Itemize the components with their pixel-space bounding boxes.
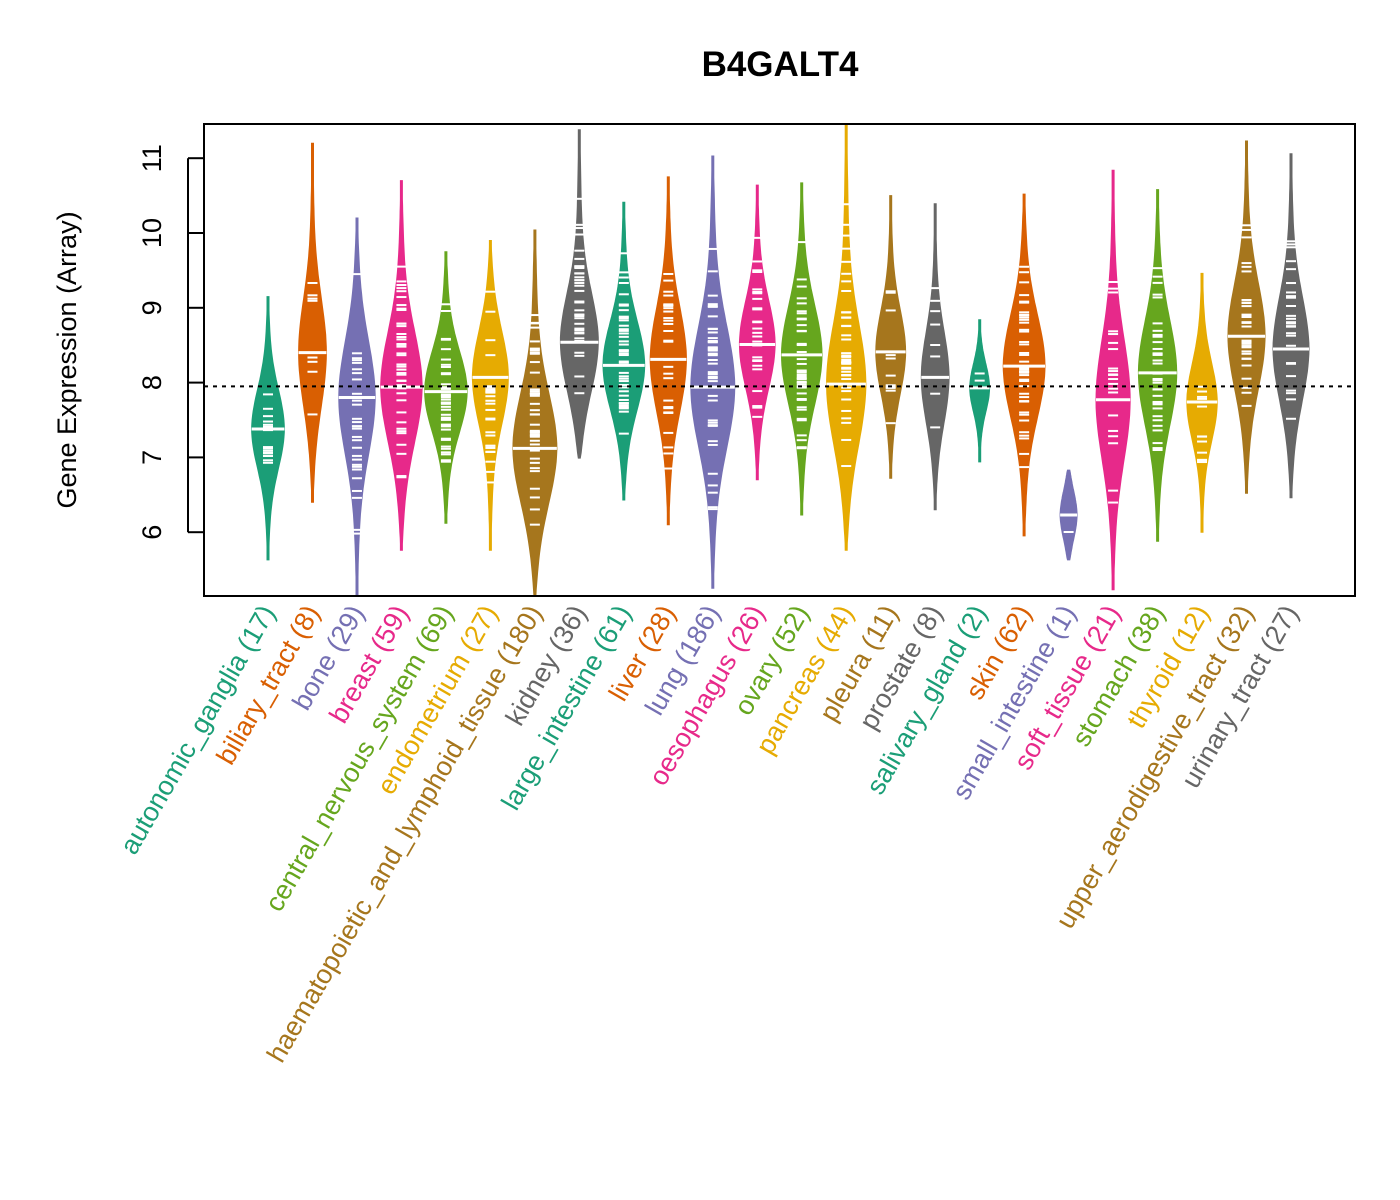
violin-central-nervous-system: [424, 251, 468, 524]
violin-prostate: [920, 203, 950, 511]
violin-liver: [649, 176, 687, 526]
violin-upper-aerodigestive-tract: [1227, 140, 1266, 494]
violin-stomach: [1137, 189, 1178, 542]
y-axis: 6 7 8 9 10 11: [137, 144, 204, 540]
y-tick-label: 9: [137, 300, 167, 315]
violin-body: [559, 129, 599, 459]
violin-kidney: [559, 129, 599, 459]
violin-large-intestine: [602, 201, 646, 501]
y-tick-label: 7: [137, 450, 167, 465]
violin-skin: [1002, 193, 1046, 537]
y-tick-label: 8: [137, 375, 167, 390]
violin-ovary: [780, 182, 823, 516]
violin-body: [969, 319, 991, 463]
violin-oesophagus: [738, 184, 776, 481]
y-axis-label: Gene Expression (Array): [52, 211, 82, 508]
violin-pancreas: [826, 123, 867, 551]
y-tick-label: 11: [137, 144, 167, 172]
violin-autonomic-ganglia: [251, 296, 285, 561]
violin-body: [298, 142, 327, 503]
violins: [251, 123, 1310, 597]
violin-breast: [380, 180, 423, 551]
violin-bone: [338, 217, 376, 597]
violin-body: [780, 182, 823, 516]
violin-body: [1137, 189, 1178, 542]
chart-title: B4GALT4: [702, 45, 859, 84]
violin-thyroid: [1186, 272, 1218, 533]
violin-urinary-tract: [1272, 153, 1310, 499]
y-tick-label: 10: [137, 218, 167, 248]
plot-frame: [203, 123, 1356, 597]
violin-body: [512, 229, 558, 597]
violin-haematopoietic-and-lymphoid-tissue: [512, 229, 558, 597]
violin-body: [649, 176, 687, 526]
violin-biliary-tract: [298, 142, 327, 503]
violin-lung: [690, 155, 736, 589]
violin-body: [826, 123, 867, 551]
violin-salivary-gland: [969, 319, 991, 463]
violin-small-intestine: [1059, 469, 1078, 561]
violin-body: [338, 217, 376, 597]
violin-body: [875, 195, 907, 479]
x-axis-labels: autonomic_ganglia (17)biliary_tract (8)b…: [114, 600, 1304, 1067]
violin-pleura: [875, 195, 907, 479]
y-tick-label: 6: [137, 525, 167, 540]
violin-soft-tissue: [1095, 169, 1131, 591]
violin-endometrium: [471, 240, 509, 551]
